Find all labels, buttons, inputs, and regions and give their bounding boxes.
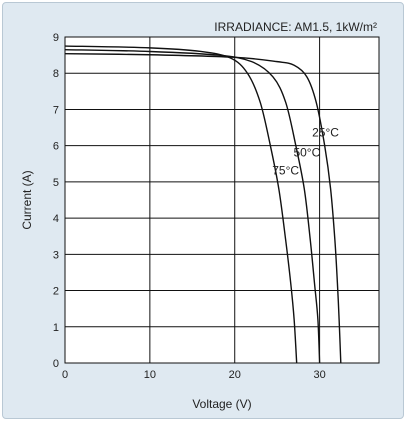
y-axis-label: Current (A) xyxy=(20,170,34,229)
x-tick-label: 10 xyxy=(144,369,156,381)
y-tick-label: 3 xyxy=(53,249,59,261)
y-tick-label: 2 xyxy=(53,286,59,298)
y-tick-label: 9 xyxy=(53,32,59,44)
annotation-25c: 25°C xyxy=(312,126,339,140)
y-tick-label: 0 xyxy=(53,358,59,370)
curve-75c xyxy=(64,45,298,364)
annotation-75c: 75°C xyxy=(272,164,299,178)
annotation-50c: 50°C xyxy=(293,146,320,160)
y-tick-label: 4 xyxy=(53,213,59,225)
curve-50c xyxy=(64,48,321,364)
curves xyxy=(64,45,342,364)
y-tick-label: 6 xyxy=(53,141,59,153)
y-tick-label: 1 xyxy=(53,322,59,334)
tick-labels: 0 1 2 3 4 5 6 7 8 9 0 10 20 30 xyxy=(53,32,326,381)
plot-area xyxy=(64,36,380,364)
x-axis-label: Voltage (V) xyxy=(192,397,251,411)
y-tick-label: 7 xyxy=(53,104,59,116)
x-tick-label: 30 xyxy=(313,369,325,381)
grid xyxy=(64,36,379,364)
chart-title: IRRADIANCE: AM1.5, 1kW/m² xyxy=(214,20,377,34)
y-tick-label: 5 xyxy=(53,177,59,189)
curve-25c xyxy=(64,52,342,364)
x-tick-label: 20 xyxy=(229,369,241,381)
curve-annotations: 25°C 50°C 75°C xyxy=(272,126,339,178)
y-tick-label: 8 xyxy=(53,68,59,80)
x-tick-label: 0 xyxy=(62,369,68,381)
